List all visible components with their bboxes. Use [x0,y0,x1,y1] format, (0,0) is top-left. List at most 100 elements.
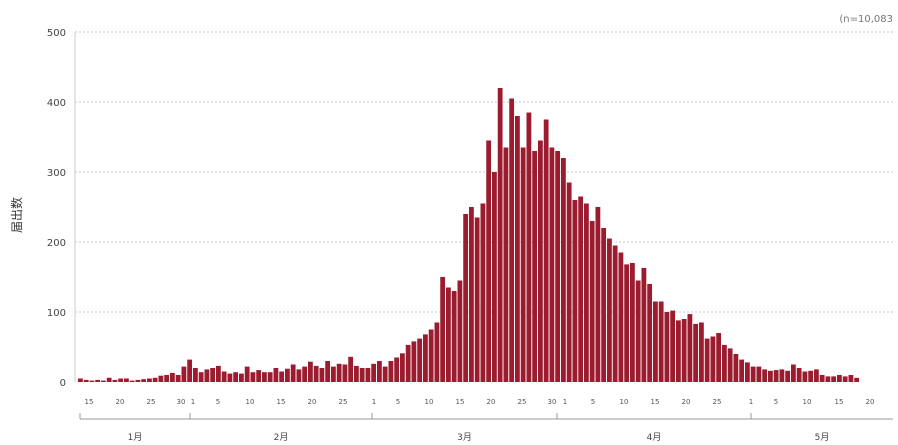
bar [239,373,244,382]
bar [837,375,842,382]
bar [796,368,802,382]
bar [336,363,342,382]
bar [572,200,578,382]
bar [273,368,279,382]
x-tick-label: 15 [651,398,660,406]
bar [118,378,124,382]
bar [319,368,325,382]
x-tick-label: 10 [803,398,812,406]
bar [733,354,739,382]
bar [710,336,716,382]
bar [699,322,704,382]
bar [658,301,664,382]
bar [842,376,848,382]
bar [584,203,589,382]
month-label: 3月 [457,432,472,443]
bar [164,375,170,382]
month-labels: 1月 2月 3月 4月 5月 [79,413,893,443]
bar [394,357,400,382]
bar [446,287,451,382]
x-tick-label: 5 [216,398,220,406]
bar [681,319,687,382]
bar [802,371,808,382]
x-tick-label: 10 [425,398,434,406]
bar [405,344,411,382]
x-tick-label: 15 [85,398,94,406]
x-tick-label: 20 [308,398,317,406]
y-tick-label: 500 [47,28,66,39]
bar [480,203,486,382]
bar [308,361,313,382]
bar [400,353,405,382]
y-tick-label: 0 [60,378,66,389]
bar [607,238,612,382]
bar [411,341,417,382]
bar [112,379,118,382]
bar [95,379,101,382]
bar [808,370,814,382]
bar [377,361,382,382]
bar [365,368,371,382]
bar [768,370,773,382]
y-tick-label: 300 [47,168,66,179]
bar [101,380,106,382]
bar [532,151,538,382]
bar [285,368,290,382]
bar [814,369,819,382]
bar [848,375,854,382]
bar [779,369,785,382]
x-tick-label: 5 [591,398,595,406]
x-tick-label: 30 [177,398,186,406]
bar [693,323,699,382]
bar [549,147,555,382]
bar [175,375,181,382]
x-tick-label: 20 [682,398,691,406]
bar [526,112,532,382]
bar [538,140,543,382]
bar [474,217,480,382]
bar [773,370,779,382]
bar [83,379,89,382]
bar [227,373,233,382]
bar [434,322,440,382]
bar [359,368,365,382]
bar [687,314,693,382]
bar [578,196,584,382]
bar [722,344,727,382]
bar [509,98,515,382]
x-tick-label: 1 [372,398,376,406]
bar [221,371,227,382]
bar [216,365,221,382]
bar [618,252,624,382]
month-label: 5月 [815,432,830,443]
bar [89,380,95,382]
bar [78,378,83,382]
x-tick-label: 15 [277,398,286,406]
bar [601,228,607,382]
month-label: 1月 [128,432,143,443]
bar [198,372,204,382]
bar [555,151,561,382]
bar [152,377,158,382]
bar [543,119,549,382]
bar [589,221,595,382]
bar [756,366,762,382]
x-tick-label: 1 [563,398,567,406]
bar [371,363,377,382]
bar [290,364,296,382]
bars [78,88,860,382]
bar [135,379,141,382]
x-tick-label: 20 [487,398,496,406]
x-tick-label: 25 [339,398,348,406]
x-tick-label: 15 [835,398,844,406]
bar [279,371,285,382]
bar [296,369,302,382]
bar [676,320,681,382]
bar [612,245,618,382]
bar [233,372,239,382]
bar [785,370,791,382]
x-tick-label: 30 [548,398,557,406]
bar [451,291,457,382]
bar [129,380,135,382]
sample-size-note: (n=10,083 [839,14,893,25]
